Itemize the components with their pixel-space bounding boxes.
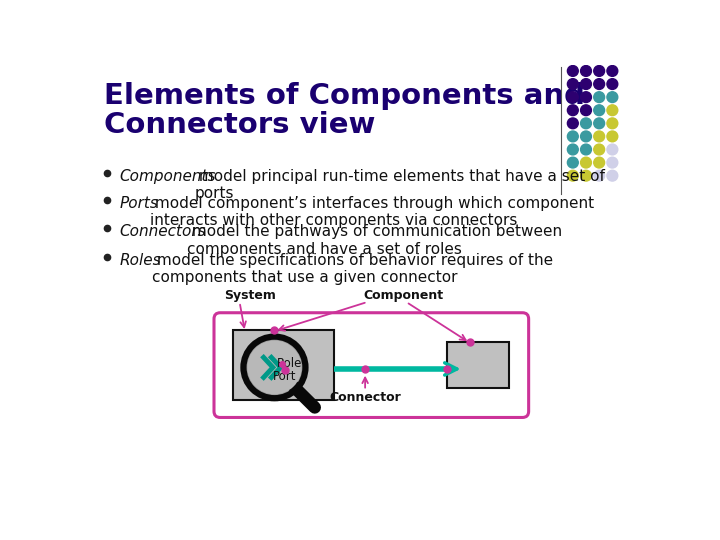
Text: Component: Component	[364, 289, 444, 302]
Text: Connector: Connector	[329, 390, 401, 403]
Circle shape	[607, 105, 618, 116]
Circle shape	[567, 118, 578, 129]
Circle shape	[567, 170, 578, 181]
Circle shape	[567, 65, 578, 76]
Text: model the pathways of communication between
components and have a set of roles: model the pathways of communication betw…	[186, 224, 562, 256]
Circle shape	[607, 92, 618, 103]
Circle shape	[580, 92, 591, 103]
Circle shape	[607, 157, 618, 168]
Circle shape	[248, 340, 302, 394]
Circle shape	[594, 65, 605, 76]
Circle shape	[607, 79, 618, 90]
Circle shape	[594, 144, 605, 155]
Text: model component’s interfaces through which component
interacts with other compon: model component’s interfaces through whi…	[150, 195, 594, 228]
Circle shape	[580, 144, 591, 155]
Text: Connectors view: Connectors view	[104, 111, 375, 139]
Text: model principal run-time elements that have a set of
ports: model principal run-time elements that h…	[194, 168, 605, 201]
Circle shape	[594, 131, 605, 142]
Circle shape	[580, 170, 591, 181]
Text: Role: Role	[276, 356, 302, 369]
Circle shape	[607, 118, 618, 129]
Circle shape	[567, 79, 578, 90]
Circle shape	[594, 170, 605, 181]
Text: Components: Components	[120, 168, 216, 184]
Circle shape	[580, 79, 591, 90]
Circle shape	[607, 170, 618, 181]
Circle shape	[594, 79, 605, 90]
Bar	[233, 330, 334, 400]
Circle shape	[580, 131, 591, 142]
Circle shape	[243, 336, 305, 398]
Circle shape	[567, 157, 578, 168]
Circle shape	[567, 92, 578, 103]
Circle shape	[567, 105, 578, 116]
Text: Roles: Roles	[120, 253, 161, 268]
Circle shape	[607, 65, 618, 76]
Circle shape	[607, 131, 618, 142]
Circle shape	[594, 92, 605, 103]
Circle shape	[594, 157, 605, 168]
Text: Elements of Components and: Elements of Components and	[104, 82, 585, 110]
Circle shape	[580, 118, 591, 129]
Circle shape	[567, 144, 578, 155]
Text: Port: Port	[273, 370, 297, 383]
Circle shape	[580, 105, 591, 116]
Text: System: System	[224, 289, 276, 302]
Text: model the specifications of behavior requires of the
components that use a given: model the specifications of behavior req…	[152, 253, 553, 285]
Circle shape	[580, 65, 591, 76]
Circle shape	[594, 118, 605, 129]
Circle shape	[594, 105, 605, 116]
Text: Connectors: Connectors	[120, 224, 206, 239]
Circle shape	[567, 131, 578, 142]
Bar	[446, 342, 508, 388]
Circle shape	[580, 157, 591, 168]
Circle shape	[607, 144, 618, 155]
Text: Ports: Ports	[120, 195, 158, 211]
